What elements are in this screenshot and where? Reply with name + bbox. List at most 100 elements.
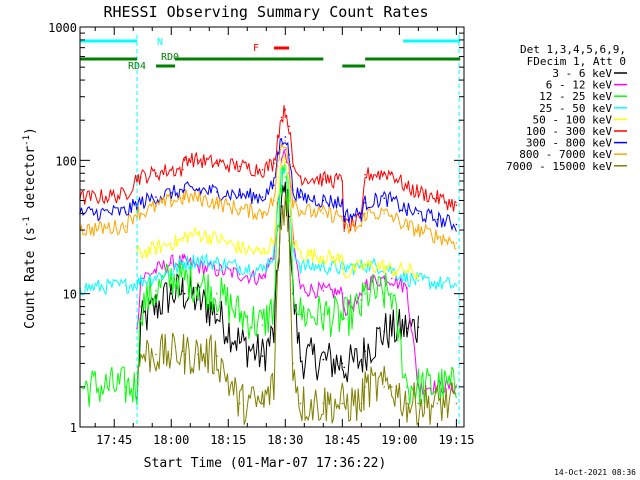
series-3-point-8: [183, 277, 186, 280]
series-1-point-5: [155, 305, 157, 308]
series-8-point-28: [417, 229, 420, 231]
series-8-point-25: [383, 212, 386, 215]
series-1-point-6: [170, 292, 172, 295]
series-8-point-5: [155, 205, 157, 208]
series-5-point-26: [391, 269, 393, 272]
x-tick-label-2: 18:00: [153, 433, 189, 447]
y-label-part-2: detector: [23, 146, 38, 217]
legend-label-7: 300 - 800 keV: [526, 137, 612, 150]
series-6-point-9: [197, 159, 199, 162]
series-6-point-28: [417, 191, 420, 193]
series-4-point-4: [140, 279, 142, 282]
series-9-point-20: [322, 402, 325, 405]
series-1-point-25: [383, 330, 386, 333]
series-9-point-24: [364, 386, 366, 388]
y-tick-label-2: 10: [63, 288, 77, 302]
series-6-point-19: [299, 176, 302, 178]
x-axis: 17:45 18:00 18:15 18:30 18:45 19:00 19:15: [94, 27, 474, 447]
series-9-point-9: [197, 353, 199, 356]
legend: Det 1,3,4,5,6,9, FDecim 1, Att 0 3 - 6 k…: [506, 43, 627, 173]
series-6-point-7: [181, 168, 184, 171]
series-5-point-24: [364, 265, 366, 268]
series-9-point-18: [292, 362, 294, 365]
series-8-point-18: [292, 199, 294, 202]
series-6-point-15: [280, 116, 283, 119]
series-7-point-26: [391, 199, 393, 202]
series-8-point-13: [273, 199, 275, 202]
series-9-point-23: [360, 402, 363, 405]
series-4-point-10: [216, 262, 218, 264]
series-3-point-27: [406, 386, 408, 388]
series-7-point-7: [181, 191, 184, 193]
series-6-point-12: [261, 168, 264, 171]
series-5-point-9: [197, 233, 199, 235]
series-8-point-11: [238, 208, 241, 210]
series-6-point-5: [155, 172, 157, 175]
y-axis: 1 10 100 1000: [48, 21, 464, 435]
series-9-point-17: [288, 239, 290, 242]
series-1-point-28: [417, 326, 420, 329]
series-6-point-4: [140, 176, 142, 178]
series-7-point-25: [383, 197, 386, 199]
y-label-part-1: Count Rate (s: [23, 227, 38, 329]
legend-header-line-2: FDecim 1, Att 0: [527, 55, 626, 68]
series-1-point-26: [391, 329, 393, 332]
series-6-point-10: [216, 162, 218, 165]
series-3-point-21: [341, 317, 344, 320]
series-3-point-16: [284, 176, 287, 178]
series-3-point-22: [343, 317, 346, 320]
series-3-point-20: [322, 313, 325, 316]
series-2-point-26: [391, 277, 393, 280]
series-4-point-30: [455, 284, 458, 287]
plot-area: N F RD0 RD4: [79, 26, 465, 428]
series-8-point-6: [170, 199, 172, 202]
series-7-point-12: [261, 196, 264, 198]
series-line-3-segment-1: [79, 161, 457, 407]
series-1-point-13: [273, 333, 275, 335]
timestamp: 14-Oct-2021 08:36: [554, 468, 636, 477]
series-7-point-27: [406, 209, 408, 212]
series-line-4-segment-1: [79, 165, 457, 297]
series-7-point-16: [284, 136, 287, 138]
series-9-point-8: [183, 353, 186, 356]
y-axis-label: Count Rate (s-1 detector-1): [22, 127, 38, 329]
series-7-point-18: [292, 189, 294, 191]
series-1-point-22: [343, 366, 346, 369]
series-8-point-8: [183, 196, 186, 198]
series-1-point-23: [360, 358, 363, 361]
series-6-point-13: [273, 162, 275, 165]
series-9-point-25: [383, 386, 386, 388]
series-7-point-11: [238, 194, 241, 196]
series-8-point-17: [288, 162, 290, 165]
series-8-point-15: [280, 144, 283, 146]
series-1-point-27: [406, 327, 408, 330]
series-8-point-12: [261, 212, 264, 215]
series-7-point-9: [197, 189, 199, 191]
x-axis-label: Start Time (01-Mar-07 17:36:22): [144, 456, 387, 471]
series-8-point-10: [216, 202, 218, 204]
series-5-point-20: [322, 255, 325, 258]
series-3-point-11: [238, 313, 241, 316]
series-7-point-4: [140, 202, 142, 204]
y-label-part-3: ): [23, 127, 38, 135]
series-7-point-20: [322, 199, 325, 202]
series-8-point-19: [299, 209, 302, 212]
x-tick-label-3: 18:15: [210, 433, 246, 447]
series-1-point-19: [299, 357, 302, 359]
series-5-point-17: [288, 184, 290, 187]
series-4-point-22: [343, 267, 346, 270]
series-9-point-19: [299, 402, 302, 405]
series-7-point-2: [124, 211, 127, 213]
series-2-point-3: [136, 327, 138, 330]
series-1-point-8: [183, 292, 186, 295]
series-3-point-12: [261, 324, 264, 327]
legend-label-3: 12 - 25 keV: [539, 90, 612, 103]
series-2-point-20: [322, 290, 325, 292]
series-6-point-18: [292, 165, 294, 168]
series-3-point-18: [292, 282, 294, 284]
series-9-point-7: [181, 350, 184, 353]
series-4-point-12: [261, 269, 264, 272]
plot-frame: [79, 26, 465, 428]
flag-label-rd0: RD0: [161, 52, 179, 63]
